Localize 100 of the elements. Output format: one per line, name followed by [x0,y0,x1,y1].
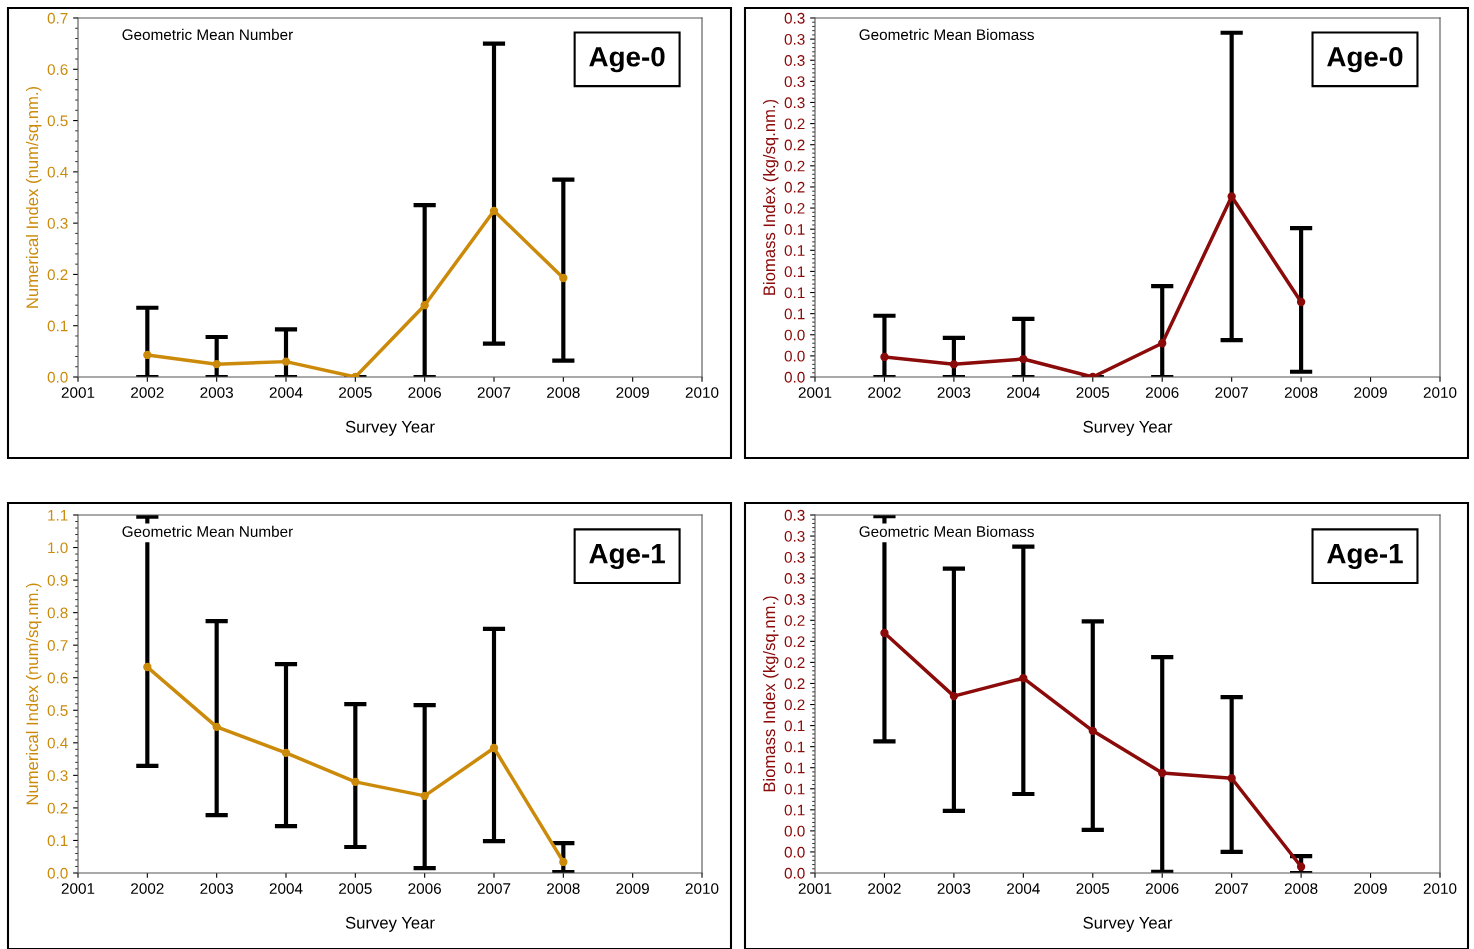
x-tick-label: 2009 [1354,883,1387,894]
x-tick-label: 2008 [547,883,580,894]
y-tick-label: 0.1 [784,287,805,299]
y-tick-label: 0.3 [784,551,805,563]
point [1019,354,1028,364]
y-tick-label: 0.0 [784,846,805,858]
y-tick-label: 0.3 [784,76,805,88]
y-tick-label: 0.6 [47,64,68,75]
y-tick-label: 0.3 [784,573,805,584]
x-tick-label: 2007 [477,387,511,398]
y-tick-label: 0.1 [784,245,805,256]
y-tick-label: 1.0 [48,542,68,554]
x-tick-label: 2001 [798,387,832,398]
x-tick-label: 2008 [1284,883,1318,894]
y-tick-label: 0.2 [784,181,805,193]
point [949,691,959,701]
point [559,857,568,867]
point [143,662,152,672]
y-tick-label: 0.3 [784,530,805,542]
point [281,357,291,366]
annotation: Age-0 [1327,46,1403,73]
y-tick-label: 0.2 [784,139,805,151]
point [1296,862,1306,871]
y-tick-label: 0.5 [47,115,68,127]
x-tick-label: 2006 [1146,387,1179,398]
x-tick-label: 2005 [1076,387,1110,398]
point [1158,339,1167,348]
point [143,350,152,360]
x-tick-label: 2003 [200,883,233,894]
x-tick-label: 2009 [616,387,649,398]
x-tick-label: 2004 [1007,883,1040,894]
y-tick-label: 0.3 [47,770,68,782]
point [212,360,221,369]
y-tick-label: 0.1 [47,835,68,847]
x-tick-label: 2001 [61,387,95,398]
y-tick-label: 0.3 [784,12,805,24]
y-axis-title: Biomass Index (kg/sq.nm.) [762,596,779,792]
y-tick-label: 0.6 [47,672,68,684]
point [351,777,360,787]
x-tick-label: 2002 [131,883,164,894]
point [1019,674,1028,683]
point [420,301,429,310]
y-tick-label: 0.1 [784,308,805,320]
y-tick-label: 0.2 [784,657,805,669]
y-tick-label: 0.2 [784,699,805,711]
y-tick-label: 0.2 [784,202,805,214]
x-tick-label: 2006 [1146,883,1179,894]
annotation: Geometric Mean Biomass [859,525,1034,537]
x-tick-label: 2010 [1423,883,1457,894]
point [1227,774,1236,783]
y-tick-label: 0.0 [784,350,805,362]
y-tick-label: 0.2 [784,160,805,172]
y-tick-label: 0.2 [784,615,805,626]
y-tick-label: 0.7 [47,640,68,651]
y-tick-label: 0.2 [784,118,805,130]
y-tick-label: 0.3 [784,97,805,109]
y-tick-label: 0.2 [784,636,805,648]
y-tick-label: 0.3 [784,55,805,66]
x-axis-title: Survey Year [345,916,435,932]
x-tick-label: 2002 [868,883,901,894]
x-tick-label: 2007 [1215,387,1248,398]
point [1088,726,1097,736]
x-tick-label: 2005 [339,883,372,894]
x-tick-label: 2010 [685,387,719,398]
x-tick-label: 2005 [339,387,372,398]
x-axis-title: Survey Year [345,420,435,436]
y-tick-label: 0.0 [784,329,805,341]
y-tick-label: 0.7 [47,12,68,24]
annotation: Geometric Mean Number [122,525,293,537]
point [489,743,499,753]
y-tick-label: 0.9 [47,574,68,586]
point [880,352,889,362]
x-axis-title: Survey Year [1083,420,1173,436]
y-tick-label: 0.5 [47,705,68,716]
y-tick-label: 0.1 [784,762,805,774]
point [281,748,291,758]
x-tick-label: 2001 [61,883,95,894]
x-tick-label: 2009 [616,883,649,894]
point [1296,297,1306,307]
x-tick-label: 2003 [937,883,971,894]
x-tick-label: 2008 [547,387,580,398]
x-tick-label: 2002 [868,387,901,398]
annotation: Age-1 [589,544,665,570]
annotation: Age-0 [589,46,665,73]
y-tick-label: 1.1 [48,510,68,521]
x-tick-label: 2001 [798,883,832,894]
point [949,360,959,369]
y-tick-label: 0.0 [47,371,68,383]
x-tick-label: 2003 [200,387,233,398]
x-tick-label: 2002 [131,387,164,398]
annotation: Age-1 [1327,544,1403,570]
x-tick-label: 2004 [269,883,303,894]
annotation: Geometric Mean Number [122,28,293,41]
x-tick-label: 2007 [1215,883,1248,894]
y-axis-title: Numerical Index (num/sq.nm.) [25,86,42,308]
y-tick-label: 0.3 [47,218,68,229]
y-tick-label: 0.2 [47,269,68,281]
point [880,628,889,638]
x-tick-label: 2004 [269,387,303,398]
y-axis-title: Numerical Index (num/sq.nm.) [25,583,42,805]
